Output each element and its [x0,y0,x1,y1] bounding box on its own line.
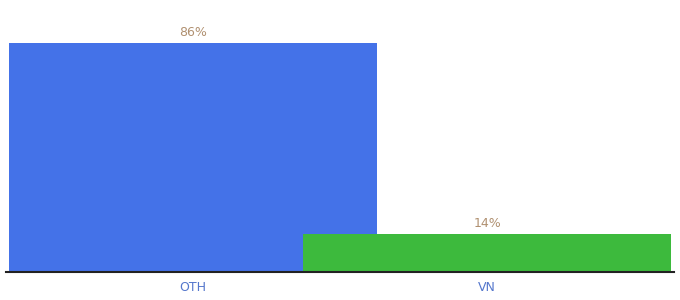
Text: 86%: 86% [179,26,207,39]
Text: 14%: 14% [473,218,501,230]
Bar [303,235,671,272]
Bar [9,43,377,272]
